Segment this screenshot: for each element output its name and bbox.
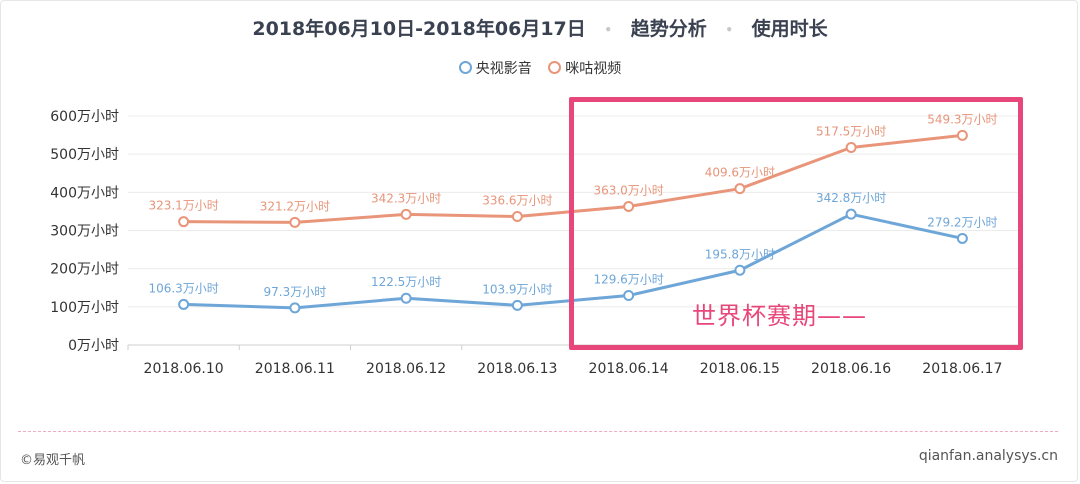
data-label: 279.2万小时 [927, 215, 997, 229]
data-point [956, 232, 968, 244]
data-label: 549.3万小时 [927, 112, 997, 126]
y-tick-label: 100万小时 [50, 300, 119, 316]
legend-label: 央视影音 [475, 61, 532, 77]
data-point [511, 211, 523, 223]
legend-item-series-2[interactable]: 咪咕视频 [548, 58, 621, 78]
data-label: 321.2万小时 [260, 199, 330, 213]
data-point [178, 298, 190, 310]
data-point [623, 290, 635, 302]
highlight-box [569, 97, 1023, 350]
title-separator: • [604, 22, 613, 37]
data-label: 336.6万小时 [482, 194, 552, 208]
data-point [845, 208, 857, 220]
data-point [511, 299, 523, 311]
data-label: 129.6万小时 [593, 273, 663, 287]
highlight-annotation: 世界杯赛期—— [692, 302, 867, 330]
footer-divider [18, 431, 1058, 432]
x-tick-label: 2018.06.14 [589, 361, 669, 377]
data-label: 517.5万小时 [816, 124, 886, 138]
x-tick-label: 2018.06.13 [477, 361, 557, 377]
y-tick-label: 300万小时 [50, 224, 119, 240]
chart-legend: 央视影音 咪咕视频 [0, 58, 1080, 78]
data-label: 195.8万小时 [705, 247, 775, 261]
x-tick-label: 2018.06.15 [700, 361, 780, 377]
legend-label: 咪咕视频 [565, 61, 622, 77]
data-point [289, 302, 301, 314]
data-label: 122.5万小时 [371, 275, 441, 289]
data-label: 106.3万小时 [148, 281, 218, 295]
x-tick-label: 2018.06.12 [366, 361, 446, 377]
title-separator: • [725, 22, 733, 37]
x-tick-label: 2018.06.16 [811, 361, 891, 377]
y-tick-label: 600万小时 [50, 109, 119, 125]
data-label: 342.3万小时 [371, 191, 441, 205]
footer-site[interactable]: qianfan.analysys.cn [918, 448, 1058, 464]
data-point [845, 141, 857, 153]
data-point [734, 183, 746, 195]
data-point [400, 292, 412, 304]
y-tick-label: 400万小时 [50, 185, 119, 201]
data-point [178, 216, 190, 228]
x-tick-label: 2018.06.10 [144, 361, 224, 377]
y-tick-label: 500万小时 [50, 147, 119, 163]
legend-marker-icon [548, 61, 562, 74]
footer-copyright: ©易观千帆 [20, 453, 86, 468]
section-name: 趋势分析 [630, 18, 707, 40]
data-point [289, 216, 301, 228]
chart-title: 2018年06月10日-2018年06月17日 • 趋势分析 • 使用时长 [0, 14, 1080, 41]
data-point [734, 264, 746, 276]
x-tick-label: 2018.06.17 [922, 361, 1002, 377]
data-label: 363.0万小时 [593, 183, 663, 197]
data-label: 323.1万小时 [148, 199, 218, 213]
data-point [956, 129, 968, 141]
data-label: 409.6万小时 [705, 166, 775, 180]
data-label: 97.3万小时 [264, 285, 327, 299]
y-tick-label: 0万小时 [68, 338, 119, 354]
metric-name: 使用时长 [751, 18, 828, 40]
data-point [400, 208, 412, 220]
x-tick-label: 2018.06.11 [255, 361, 335, 377]
legend-item-series-1[interactable]: 央视影音 [458, 58, 532, 78]
data-label: 342.8万小时 [816, 191, 886, 205]
y-tick-label: 200万小时 [50, 262, 119, 278]
data-label: 103.9万小时 [482, 282, 552, 296]
date-range: 2018年06月10日-2018年06月17日 [252, 18, 586, 40]
data-point [623, 200, 635, 212]
legend-marker-icon [458, 61, 472, 74]
